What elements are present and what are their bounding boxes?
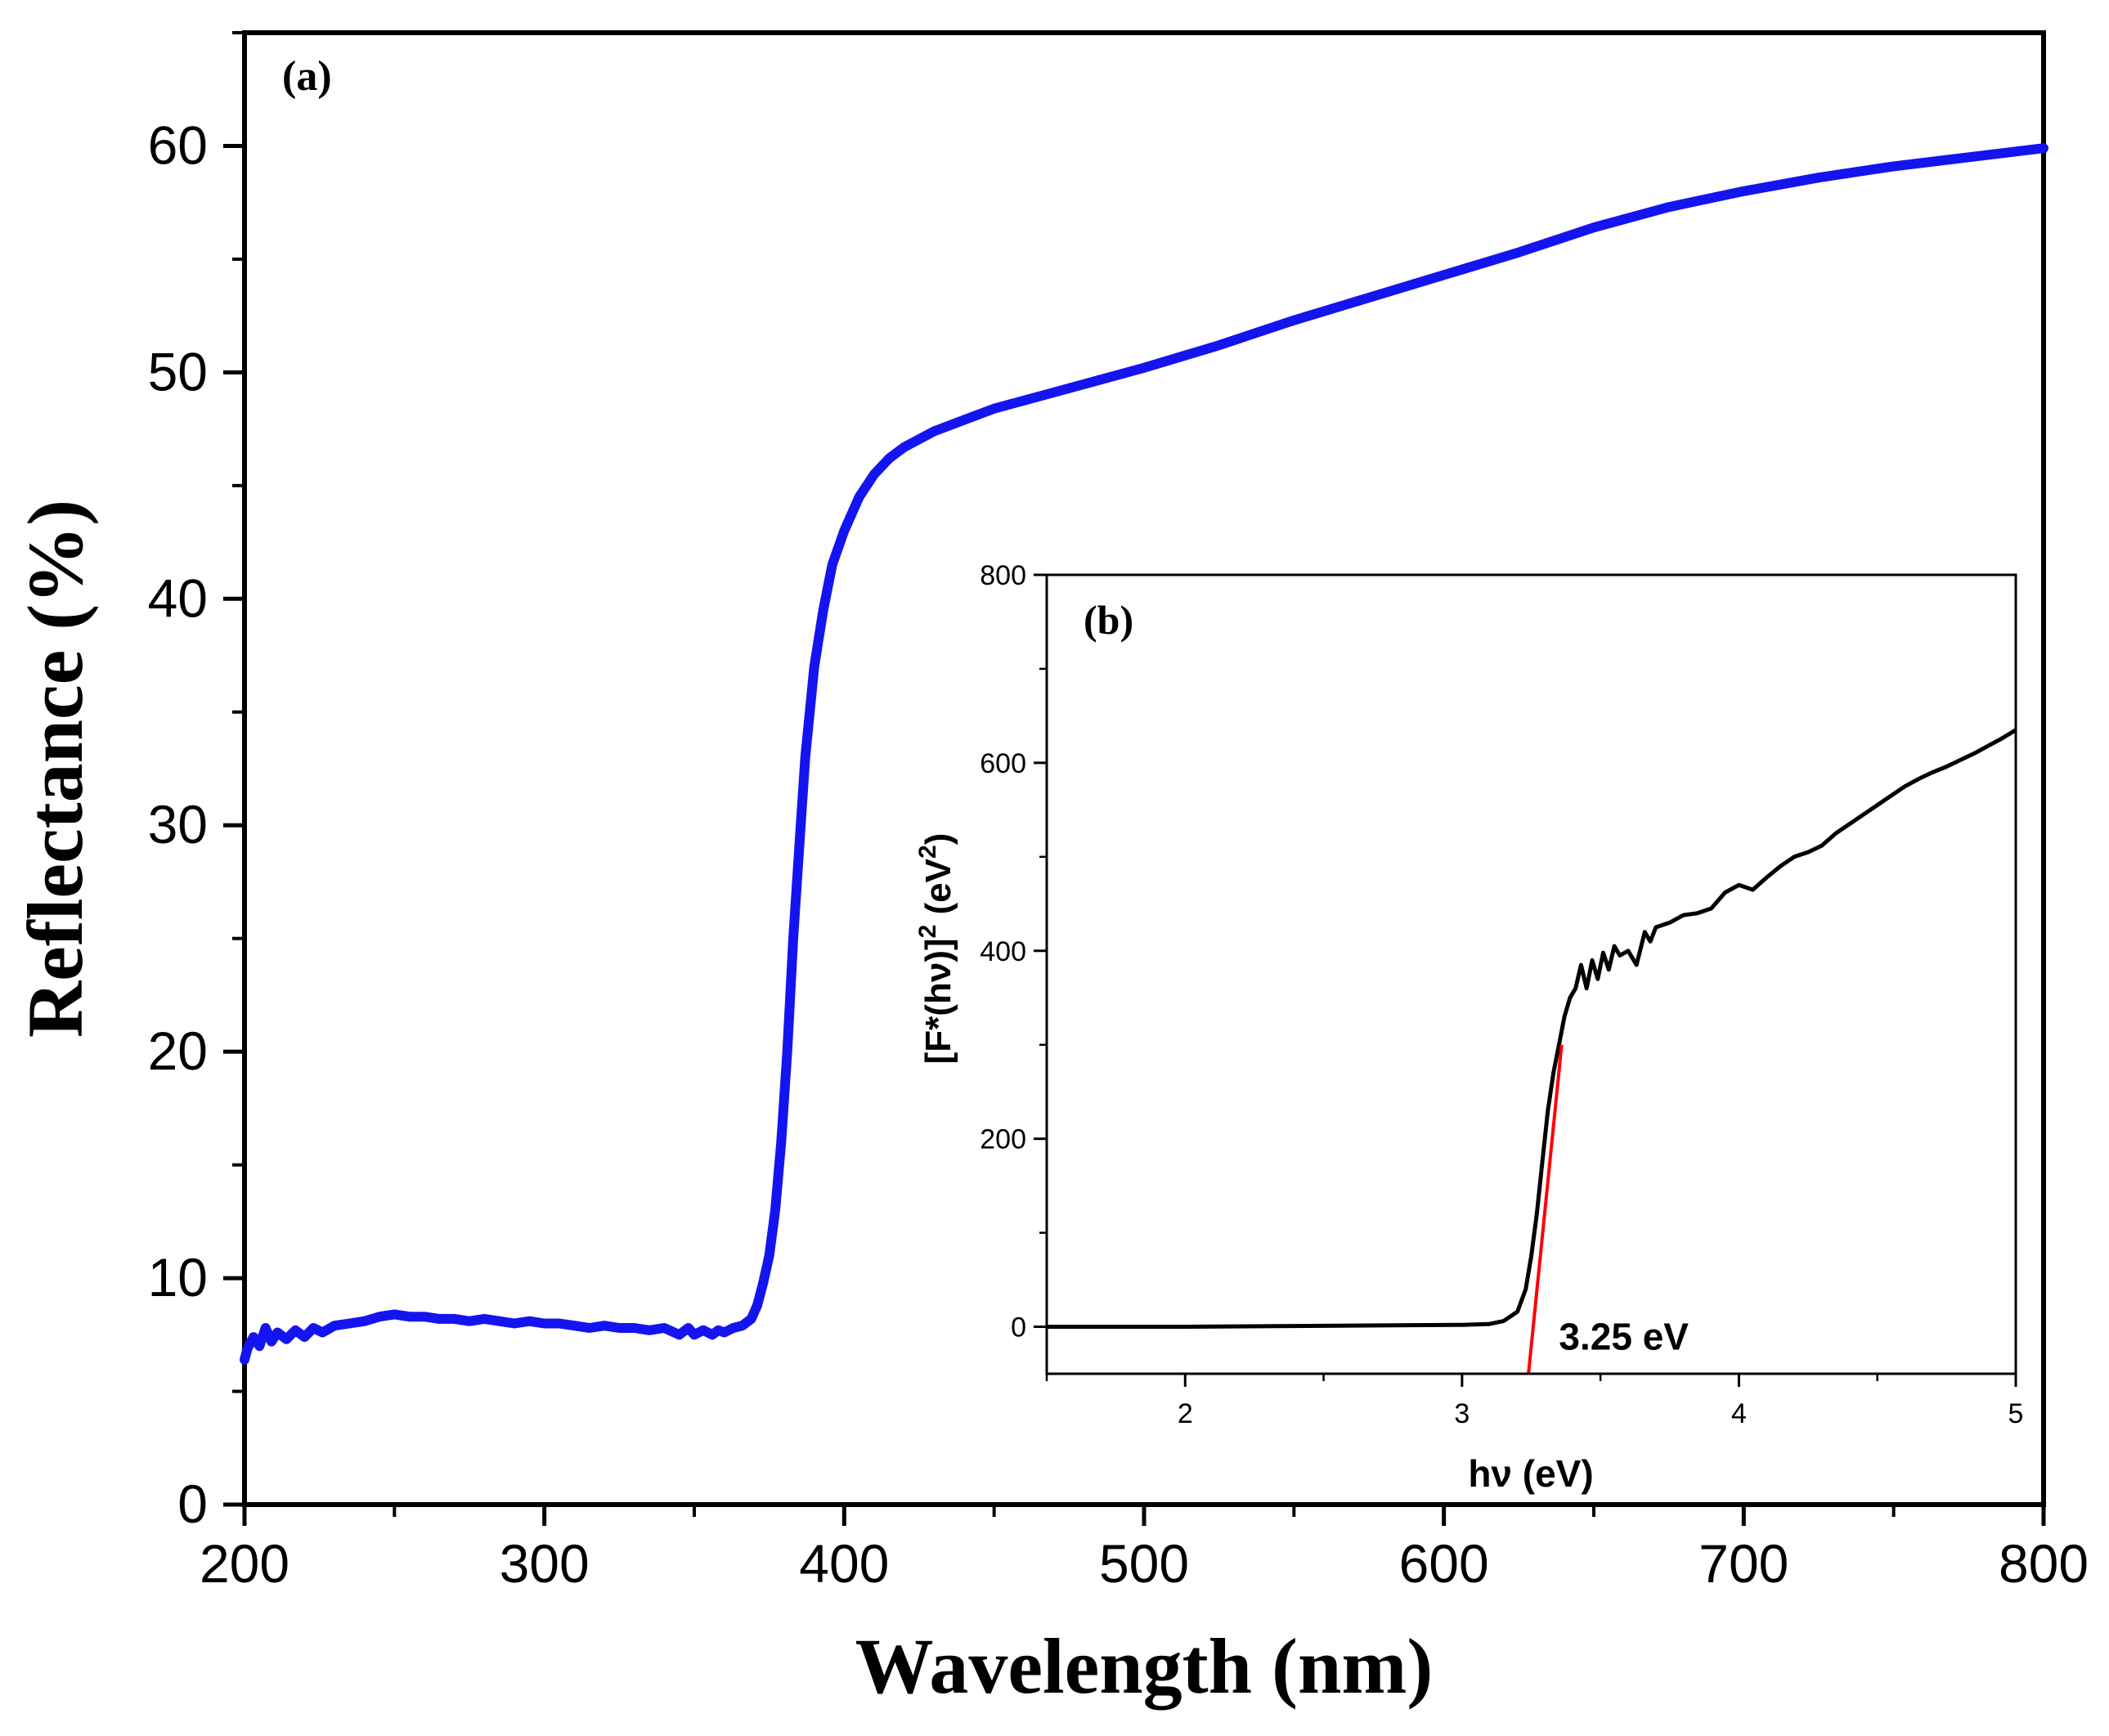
inset-x-tick-label: 3 bbox=[1454, 1398, 1470, 1429]
inset-y-tick-label: 0 bbox=[1011, 1312, 1026, 1343]
main-x-tick-label: 500 bbox=[1099, 1533, 1189, 1594]
panel-label-a: (a) bbox=[282, 53, 332, 100]
main-x-tick-label: 800 bbox=[1999, 1533, 2089, 1594]
reflectance-curve bbox=[240, 143, 2048, 1365]
inset-plot: 2 3 4 5 0 200 400 600 800 (b) 3.25 eV hν (eV) [F… bbox=[914, 560, 2023, 1495]
main-x-tick-label: 600 bbox=[1399, 1533, 1489, 1594]
main-x-tick-label: 200 bbox=[200, 1533, 289, 1594]
tauc-curve bbox=[1047, 728, 2017, 1329]
main-ticks bbox=[223, 31, 2046, 1526]
main-x-tick-label: 300 bbox=[500, 1533, 590, 1594]
inset-y-tick-label: 200 bbox=[980, 1124, 1026, 1155]
inset-x-axis-label: hν (eV) bbox=[1468, 1452, 1593, 1495]
main-y-tick-label: 0 bbox=[177, 1474, 208, 1534]
main-y-tick-label: 50 bbox=[148, 341, 208, 401]
inset-tick-labels: 2 3 4 5 0 200 400 600 800 bbox=[980, 560, 2023, 1429]
inset-frame bbox=[1045, 573, 2017, 1375]
inset-y-tick-label: 600 bbox=[980, 748, 1026, 779]
main-y-tick-label: 10 bbox=[148, 1247, 208, 1308]
main-y-tick-label: 40 bbox=[148, 567, 208, 628]
inset-x-tick-label: 4 bbox=[1731, 1398, 1747, 1429]
main-y-axis-label: Reflectance (%) bbox=[11, 500, 99, 1038]
main-x-axis-label: Wavelength (nm) bbox=[855, 1622, 1434, 1710]
main-x-tick-label: 400 bbox=[799, 1533, 889, 1594]
panel-label-b: (b) bbox=[1084, 597, 1133, 643]
inset-x-tick-label: 5 bbox=[2008, 1398, 2024, 1429]
main-x-tick-label: 700 bbox=[1698, 1533, 1788, 1594]
inset-x-tick-label: 2 bbox=[1178, 1398, 1193, 1429]
band-gap-annotation: 3.25 eV bbox=[1559, 1315, 1689, 1357]
inset-y-axis-label: [F*(hν)]2 (eV2) bbox=[914, 833, 958, 1065]
main-y-tick-label: 60 bbox=[148, 114, 208, 175]
inset-y-tick-label: 400 bbox=[980, 936, 1026, 967]
inset-y-tick-label: 800 bbox=[980, 560, 1026, 591]
linear-fit-line bbox=[1527, 1044, 1564, 1375]
main-y-tick-label: 30 bbox=[148, 794, 208, 855]
main-y-tick-label: 20 bbox=[148, 1021, 208, 1081]
